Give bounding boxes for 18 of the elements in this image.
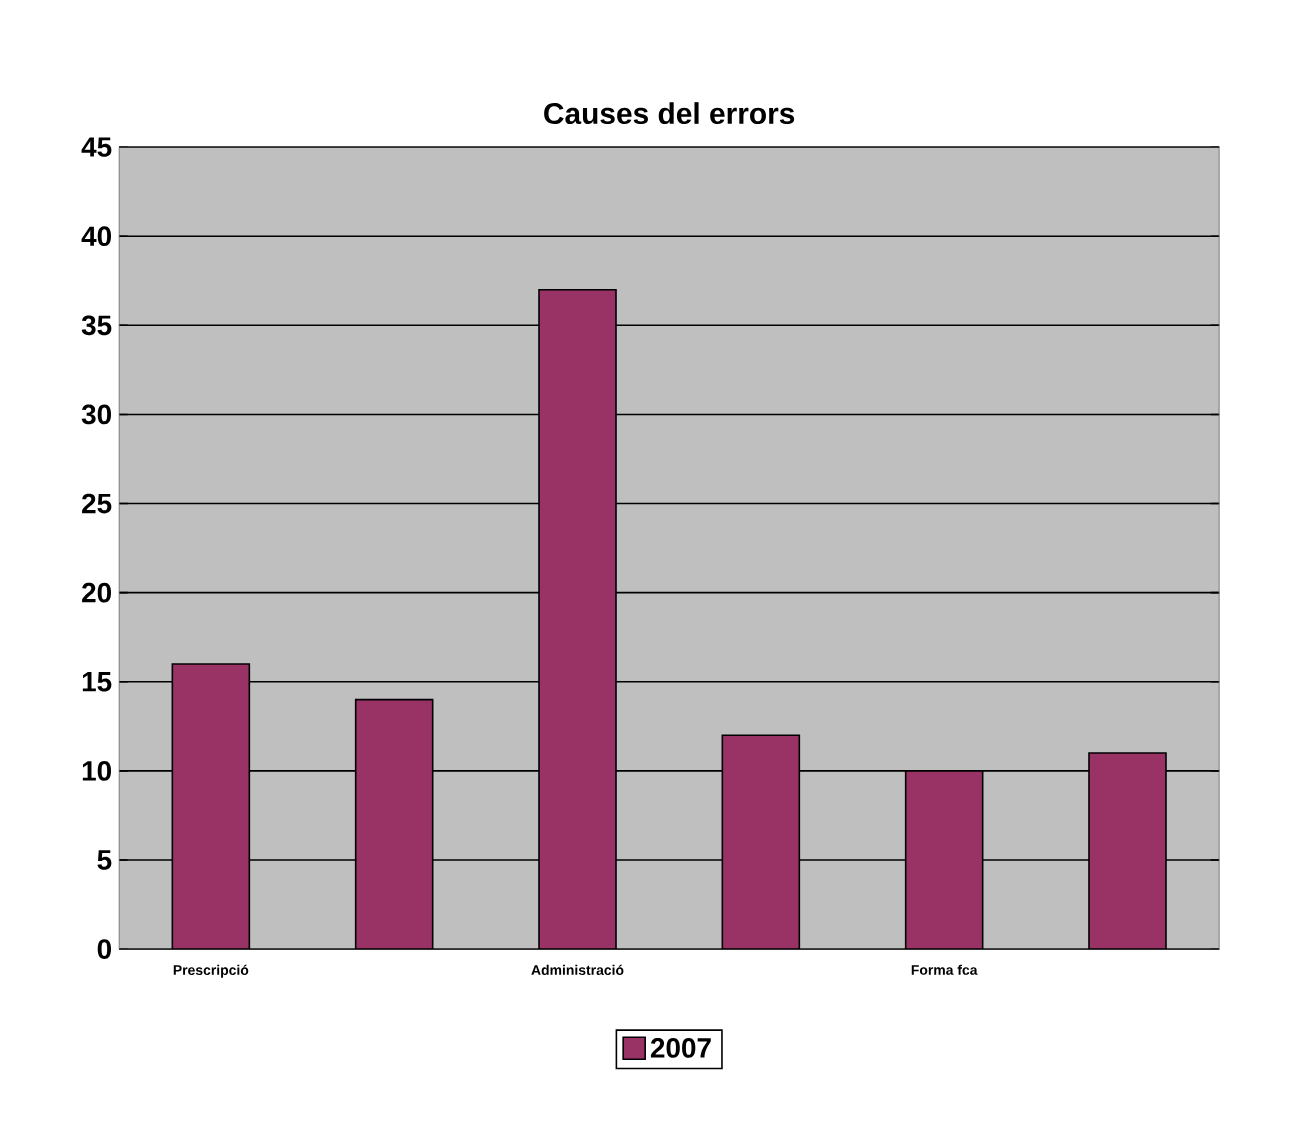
bar: [1088, 752, 1167, 950]
legend-label: 2007: [650, 1038, 711, 1058]
bar: [354, 698, 434, 950]
y-tick-label: 35: [81, 315, 112, 336]
y-tick-label: 25: [82, 493, 112, 514]
y-tick-label: 10: [82, 760, 111, 781]
y-tick-label: 15: [82, 672, 112, 692]
bar: [538, 288, 617, 950]
y-tick-label: 0: [97, 939, 111, 959]
bar: [721, 734, 801, 950]
y-tick-label: 5: [97, 850, 112, 870]
chart-title: Causes del errors: [544, 102, 795, 125]
y-tick-label: 20: [82, 582, 111, 603]
y-tick-label: 40: [81, 226, 111, 247]
y-tick-label: 45: [81, 137, 112, 157]
y-tick-label: 30: [81, 404, 111, 425]
bar: [904, 770, 984, 950]
bar: [171, 663, 251, 950]
